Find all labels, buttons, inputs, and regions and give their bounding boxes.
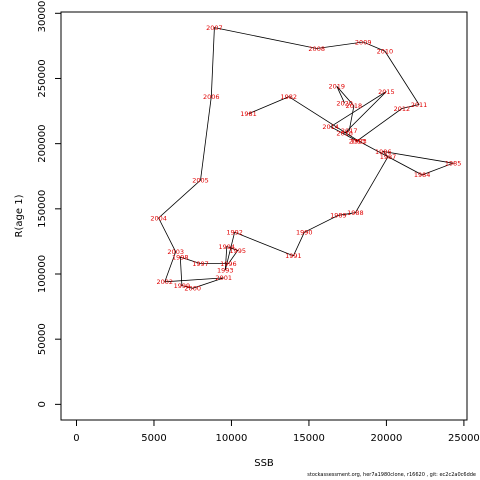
point-label-1982: 1982 (281, 93, 298, 101)
point-label-1998: 1998 (172, 253, 189, 261)
point-label-2006: 2006 (203, 93, 220, 101)
point-label-1993: 1993 (217, 266, 234, 274)
point-label-1992: 1992 (226, 229, 243, 237)
plot-frame (60, 11, 468, 421)
point-label-2018: 2018 (346, 102, 363, 110)
point-label-2014: 2014 (322, 123, 339, 131)
point-label-1983: 1983 (350, 137, 367, 145)
x-tick-label: 5000 (141, 433, 166, 444)
x-tick-label: 10000 (216, 433, 248, 444)
point-label-1986: 1986 (375, 148, 392, 156)
y-tick-label: 300000 (37, 0, 48, 32)
footer-note: stockassessment.org, her7a1980clone, r16… (307, 472, 476, 478)
point-labels: 1981198219831984198519861987198819891990… (150, 24, 461, 293)
y-axis-title: R(age 1) (14, 194, 25, 237)
point-label-2002: 2002 (157, 278, 174, 286)
point-label-2009: 2009 (355, 38, 372, 46)
point-label-1991: 1991 (285, 252, 302, 260)
x-tick-label: 15000 (293, 433, 325, 444)
point-label-1981: 1981 (240, 110, 257, 118)
point-label-1985: 1985 (445, 160, 462, 168)
series-line (158, 27, 455, 289)
point-label-2019: 2019 (329, 83, 346, 91)
y-tick-label: 250000 (37, 59, 48, 97)
y-tick-label: 100000 (37, 255, 48, 293)
point-label-2013: 2013 (349, 137, 366, 145)
point-label-2001: 2001 (215, 274, 232, 282)
point-label-2005: 2005 (192, 177, 209, 185)
point-label-2000: 2000 (184, 285, 201, 293)
point-label-2008: 2008 (308, 45, 325, 53)
point-label-2012: 2012 (394, 105, 411, 113)
x-tick-label: 20000 (371, 433, 403, 444)
point-label-1997: 1997 (192, 260, 209, 268)
point-label-2016: 2016 (336, 130, 353, 138)
point-label-1988: 1988 (347, 209, 364, 217)
point-label-1996: 1996 (220, 260, 237, 268)
point-label-1999: 1999 (174, 282, 191, 290)
point-label-2010: 2010 (377, 47, 394, 55)
x-tick-label: 25000 (448, 433, 480, 444)
point-label-1995: 1995 (229, 247, 246, 255)
y-tick-label: 150000 (37, 190, 48, 228)
y-tick-label: 50000 (37, 323, 48, 355)
point-label-2007: 2007 (206, 24, 223, 32)
point-label-2020: 2020 (336, 100, 353, 108)
point-label-2017: 2017 (341, 127, 358, 135)
point-label-2003: 2003 (167, 248, 184, 256)
point-label-1989: 1989 (330, 212, 347, 220)
point-label-1994: 1994 (219, 243, 236, 251)
point-label-1990: 1990 (296, 229, 313, 237)
point-label-1984: 1984 (414, 171, 431, 179)
point-label-2011: 2011 (411, 101, 428, 109)
point-label-1987: 1987 (380, 153, 397, 161)
x-tick-label: 0 (73, 433, 79, 444)
y-tick-label: 200000 (37, 125, 48, 163)
point-label-2004: 2004 (150, 214, 167, 222)
point-label-2015: 2015 (378, 88, 395, 96)
y-tick-label: 0 (37, 401, 48, 407)
axes: 0 5000 10000 15000 20000 25000050000100000150… (37, 0, 480, 444)
x-axis-title: SSB (254, 458, 274, 469)
